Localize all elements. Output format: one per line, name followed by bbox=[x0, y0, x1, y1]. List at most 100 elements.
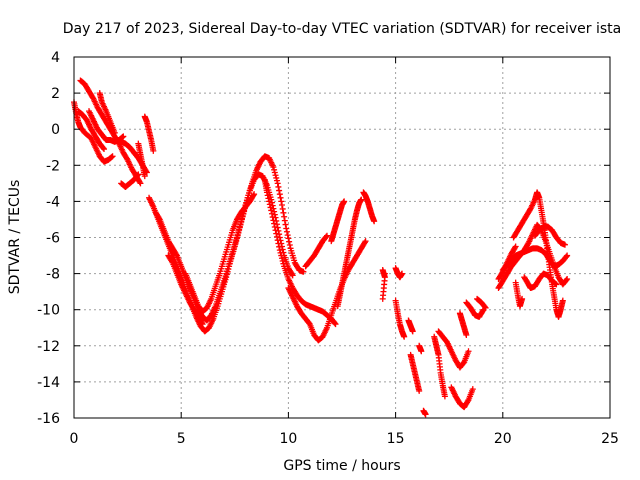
data-point bbox=[362, 238, 369, 245]
y-tick-labels: -16 -14 -12 -10 -8 -6 -4 -2 0 2 4 bbox=[37, 50, 60, 427]
data-point bbox=[288, 271, 295, 278]
data-points bbox=[71, 77, 571, 418]
data-point bbox=[101, 146, 108, 153]
data-point bbox=[465, 348, 472, 355]
series-arc-38 bbox=[531, 223, 568, 248]
data-point bbox=[323, 232, 330, 239]
axis-ticks bbox=[73, 56, 611, 419]
data-point bbox=[271, 223, 278, 230]
data-point bbox=[464, 398, 471, 405]
data-point bbox=[120, 133, 127, 140]
x-tick-label: 10 bbox=[279, 431, 297, 447]
data-point bbox=[371, 218, 378, 225]
data-point bbox=[399, 270, 406, 277]
series-arc-14 bbox=[261, 176, 339, 328]
series-arc-23 bbox=[407, 351, 423, 394]
x-tick-label: 15 bbox=[387, 431, 405, 447]
series-arc-25 bbox=[416, 342, 425, 355]
data-point bbox=[264, 192, 271, 199]
y-tick-label: -12 bbox=[37, 339, 60, 355]
data-point bbox=[270, 217, 277, 224]
data-point bbox=[276, 247, 283, 254]
data-point bbox=[168, 258, 175, 265]
series-arc-22 bbox=[392, 297, 408, 340]
data-point bbox=[276, 187, 283, 194]
y-tick-label: -2 bbox=[46, 158, 60, 174]
series-arc-4 bbox=[96, 90, 118, 136]
data-point bbox=[276, 191, 283, 198]
x-tick-label: 25 bbox=[601, 431, 619, 447]
data-point bbox=[199, 321, 206, 328]
data-point bbox=[237, 220, 244, 227]
data-point bbox=[481, 303, 488, 310]
series-arc-9 bbox=[118, 171, 142, 190]
data-point bbox=[251, 191, 258, 198]
data-point bbox=[561, 241, 568, 248]
data-point bbox=[331, 320, 338, 327]
data-point bbox=[563, 253, 570, 260]
data-point bbox=[286, 242, 293, 249]
data-point bbox=[469, 386, 476, 393]
data-point bbox=[284, 232, 291, 239]
x-tick-labels: 0 5 10 15 20 25 bbox=[70, 431, 619, 447]
data-point bbox=[553, 281, 560, 288]
data-point bbox=[263, 189, 270, 196]
data-point bbox=[283, 228, 290, 235]
series-arc-39 bbox=[495, 243, 519, 283]
series-arc-29 bbox=[448, 384, 476, 411]
data-point bbox=[283, 225, 290, 232]
data-point bbox=[282, 221, 289, 228]
data-point bbox=[267, 204, 274, 211]
data-point bbox=[271, 169, 278, 176]
data-point bbox=[272, 227, 279, 234]
y-tick-label: -6 bbox=[46, 231, 60, 247]
data-point bbox=[289, 272, 296, 279]
series-arc-16 bbox=[302, 232, 330, 270]
data-point bbox=[274, 237, 281, 244]
y-tick-label: 4 bbox=[51, 50, 60, 66]
y-tick-label: 0 bbox=[51, 122, 60, 138]
y-tick-label: -14 bbox=[37, 375, 60, 391]
data-point bbox=[250, 192, 257, 199]
y-tick-label: -8 bbox=[46, 267, 60, 283]
data-point bbox=[332, 321, 339, 328]
data-point bbox=[276, 243, 283, 250]
series-arc-15 bbox=[285, 238, 369, 344]
data-point bbox=[441, 393, 448, 400]
data-point bbox=[418, 348, 425, 355]
data-point bbox=[271, 166, 278, 173]
series-arc-11 bbox=[152, 171, 296, 324]
data-point bbox=[265, 195, 272, 202]
data-point bbox=[100, 145, 107, 152]
data-point bbox=[511, 244, 518, 251]
data-point bbox=[275, 240, 282, 247]
data-point bbox=[268, 207, 275, 214]
data-point bbox=[272, 172, 279, 179]
data-point bbox=[381, 270, 388, 277]
data-point bbox=[482, 304, 489, 311]
data-point bbox=[279, 257, 286, 264]
x-tick-label: 0 bbox=[70, 431, 79, 447]
data-point bbox=[512, 243, 519, 250]
series-arc-18 bbox=[328, 198, 348, 245]
y-tick-label: 2 bbox=[51, 86, 60, 102]
series-arc-31 bbox=[463, 299, 487, 320]
x-axis-label: GPS time / hours bbox=[283, 458, 400, 474]
data-point bbox=[238, 218, 245, 225]
series-arc-19 bbox=[360, 189, 378, 225]
data-point bbox=[285, 235, 292, 242]
series-arc-2 bbox=[75, 108, 108, 153]
data-point bbox=[278, 202, 285, 209]
data-point bbox=[198, 319, 205, 326]
data-point bbox=[416, 387, 423, 394]
x-tick-label: 5 bbox=[177, 431, 186, 447]
series-arc-8 bbox=[141, 113, 157, 154]
series-arc-30 bbox=[456, 310, 470, 338]
data-point bbox=[358, 196, 365, 203]
data-point bbox=[156, 215, 163, 222]
data-point bbox=[278, 252, 285, 259]
data-point bbox=[134, 172, 141, 179]
data-point bbox=[280, 209, 287, 216]
data-point bbox=[273, 233, 280, 240]
series-arc-13 bbox=[165, 252, 206, 328]
